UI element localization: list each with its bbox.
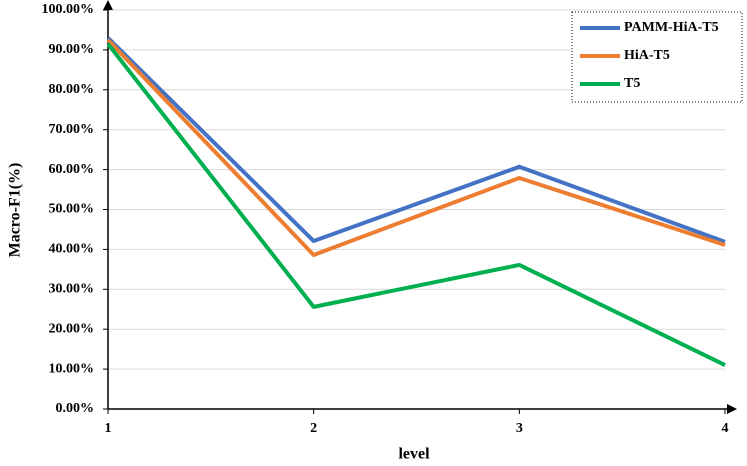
y-tick-label: 70.00% — [49, 122, 95, 137]
series-line — [106, 36, 726, 244]
legend: PAMM-HiA-T5 HiA-T5 T5 — [571, 11, 743, 103]
y-tick-label: 40.00% — [49, 242, 95, 257]
legend-label: HiA-T5 — [624, 48, 670, 63]
y-tick-label: 90.00% — [49, 42, 95, 57]
y-tick-label: 100.00% — [42, 2, 95, 17]
x-axis-label: level — [398, 446, 430, 463]
x-tick-label: 2 — [310, 421, 317, 436]
x-axis-arrow — [727, 404, 737, 414]
y-tick-label: 0.00% — [56, 401, 95, 416]
legend-label: PAMM-HiA-T5 — [624, 20, 719, 35]
series-line — [106, 38, 726, 257]
y-tick-label: 50.00% — [49, 202, 95, 217]
x-tick-label: 1 — [105, 421, 112, 436]
legend-label: T5 — [624, 76, 640, 91]
x-tick-label: 3 — [516, 421, 523, 436]
y-axis-label: Macro-F1(%) — [7, 163, 24, 258]
y-tick-label: 10.00% — [49, 361, 95, 376]
y-tick-label: 60.00% — [49, 162, 95, 177]
y-tick-label: 20.00% — [49, 321, 95, 336]
y-tick-label: 80.00% — [49, 82, 95, 97]
y-tick-label: 30.00% — [49, 282, 95, 297]
series-line — [106, 42, 726, 367]
y-axis-arrow — [103, 0, 113, 10]
x-tick-label: 4 — [722, 421, 729, 436]
